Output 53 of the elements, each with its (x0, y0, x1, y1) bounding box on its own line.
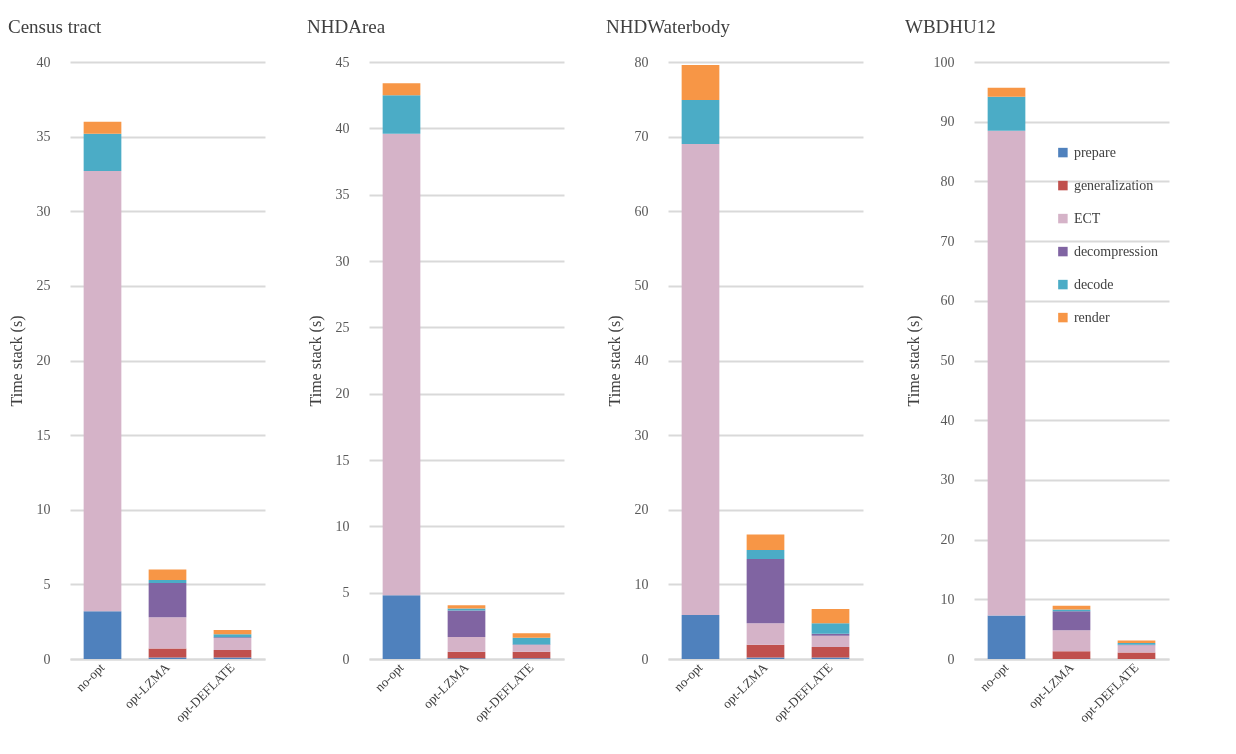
y-tick-label: 80 (634, 54, 649, 70)
y-tick-label: 30 (335, 253, 350, 269)
y-tick-label: 10 (634, 576, 649, 592)
y-tick-label: 100 (933, 54, 955, 70)
y-tick-label: 0 (947, 651, 955, 667)
y-tick-label: 25 (335, 319, 350, 335)
y-tick-label: 30 (940, 472, 955, 488)
legend-label: ECT (1073, 210, 1101, 226)
y-axis-title: Time stack (s) (7, 315, 26, 407)
legend-label: prepare (1073, 144, 1116, 160)
y-axis-title: Time stack (s) (904, 315, 923, 407)
y-tick-label: 60 (634, 203, 649, 219)
y-tick-label: 50 (940, 353, 955, 368)
y-tick-label: 30 (634, 427, 649, 443)
y-tick-label: 20 (634, 502, 649, 518)
y-tick-label: 20 (36, 353, 51, 368)
y-tick-label: 50 (634, 278, 649, 294)
y-tick-label: 35 (36, 129, 51, 145)
y-tick-label: 15 (335, 452, 350, 468)
y-tick-label: 40 (940, 412, 955, 428)
y-tick-label: 40 (36, 54, 51, 70)
y-tick-label: 45 (335, 54, 350, 70)
y-tick-label: 30 (36, 203, 51, 219)
y-tick-label: 70 (940, 233, 955, 249)
legend-label: decode (1073, 276, 1114, 292)
y-tick-label: 0 (43, 651, 51, 667)
y-tick-label: 40 (335, 120, 350, 136)
y-axis-title: Time stack (s) (306, 315, 325, 407)
y-tick-label: 5 (342, 585, 350, 601)
legend-label: render (1073, 309, 1110, 325)
y-tick-label: 10 (940, 591, 955, 607)
y-tick-label: 15 (36, 427, 51, 443)
y-tick-label: 5 (43, 576, 51, 592)
y-tick-label: 10 (36, 502, 51, 518)
y-tick-label: 70 (634, 129, 649, 145)
y-tick-label: 0 (342, 651, 350, 667)
y-axis-title: Time stack (s) (605, 315, 624, 407)
y-tick-label: 0 (641, 651, 649, 667)
y-tick-label: 35 (335, 187, 350, 203)
legend-label: generalization (1073, 177, 1154, 193)
y-tick-label: 10 (335, 518, 350, 534)
chart-title: WBDHU12 (905, 16, 996, 37)
y-tick-label: 80 (940, 173, 955, 189)
y-tick-label: 25 (36, 278, 51, 294)
y-tick-label: 20 (940, 532, 955, 548)
y-tick-label: 90 (940, 114, 955, 130)
chart-title: Census tract (8, 16, 103, 37)
y-tick-label: 20 (335, 386, 350, 402)
y-tick-label: 60 (940, 293, 955, 309)
chart-title: NHDArea (307, 16, 386, 37)
y-tick-label: 40 (634, 353, 649, 368)
legend-label: decompression (1073, 243, 1158, 259)
chart-title: NHDWaterbody (606, 16, 731, 37)
